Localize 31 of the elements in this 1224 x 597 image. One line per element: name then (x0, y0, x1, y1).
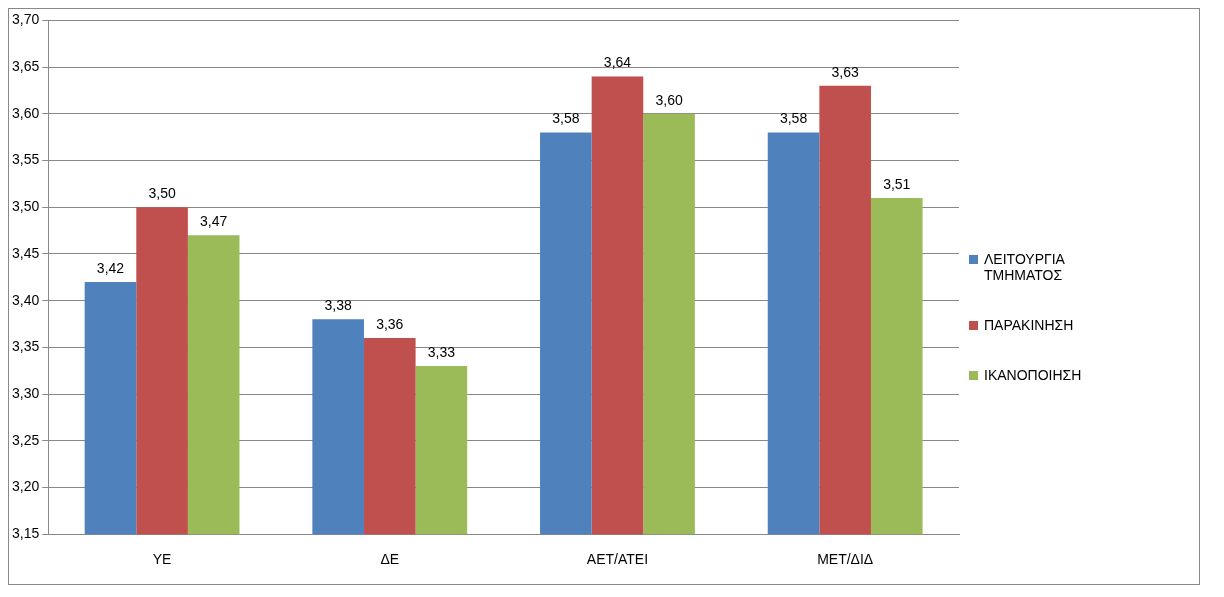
x-tick-label: ΑΕΤ/ΑΤΕΙ (586, 551, 649, 568)
data-label: 3,38 (324, 297, 353, 314)
data-label: 3,58 (552, 110, 580, 127)
legend-label: ΠΑΡΑΚΙΝΗΣΗ (984, 316, 1075, 333)
y-tick-label: 3,40 (12, 291, 40, 308)
data-label: 3,36 (376, 315, 404, 332)
legend-label: ΛΕΙΤΟΥΡΓΙΑ ΤΜΗΜΑΤΟΣ (984, 250, 1066, 283)
x-tick-label: ΥΕ (152, 551, 172, 568)
x-tick-label: ΜΕΤ/ΔΙΔ (817, 551, 874, 568)
y-tick-label: 3,50 (12, 198, 40, 215)
y-tick-label: 3,70 (12, 11, 40, 28)
y-tick-label: 3,20 (12, 478, 40, 495)
data-label: 3,51 (883, 175, 911, 192)
y-tick-label: 3,45 (12, 244, 40, 261)
data-label: 3,60 (655, 91, 683, 108)
y-tick-label: 3,25 (12, 431, 40, 448)
data-label: 3,63 (831, 63, 859, 80)
y-tick-label: 3,55 (12, 151, 40, 168)
y-tick-label: 3,60 (12, 104, 40, 121)
data-label: 3,47 (200, 213, 228, 230)
y-tick-label: 3,35 (12, 338, 40, 355)
data-label: 3,42 (96, 259, 125, 276)
data-label: 3,58 (779, 110, 808, 127)
legend-label: ΙΚΑΝΟΠΟΙΗΣΗ (984, 366, 1083, 383)
y-tick-label: 3,30 (12, 384, 40, 401)
data-label: 3,50 (148, 185, 176, 202)
data-label: 3,64 (603, 54, 632, 71)
x-tick-label: ΔΕ (380, 551, 400, 568)
y-tick-label: 3,15 (12, 525, 40, 542)
data-label: 3,33 (427, 343, 456, 360)
y-tick-label: 3,65 (12, 57, 40, 74)
